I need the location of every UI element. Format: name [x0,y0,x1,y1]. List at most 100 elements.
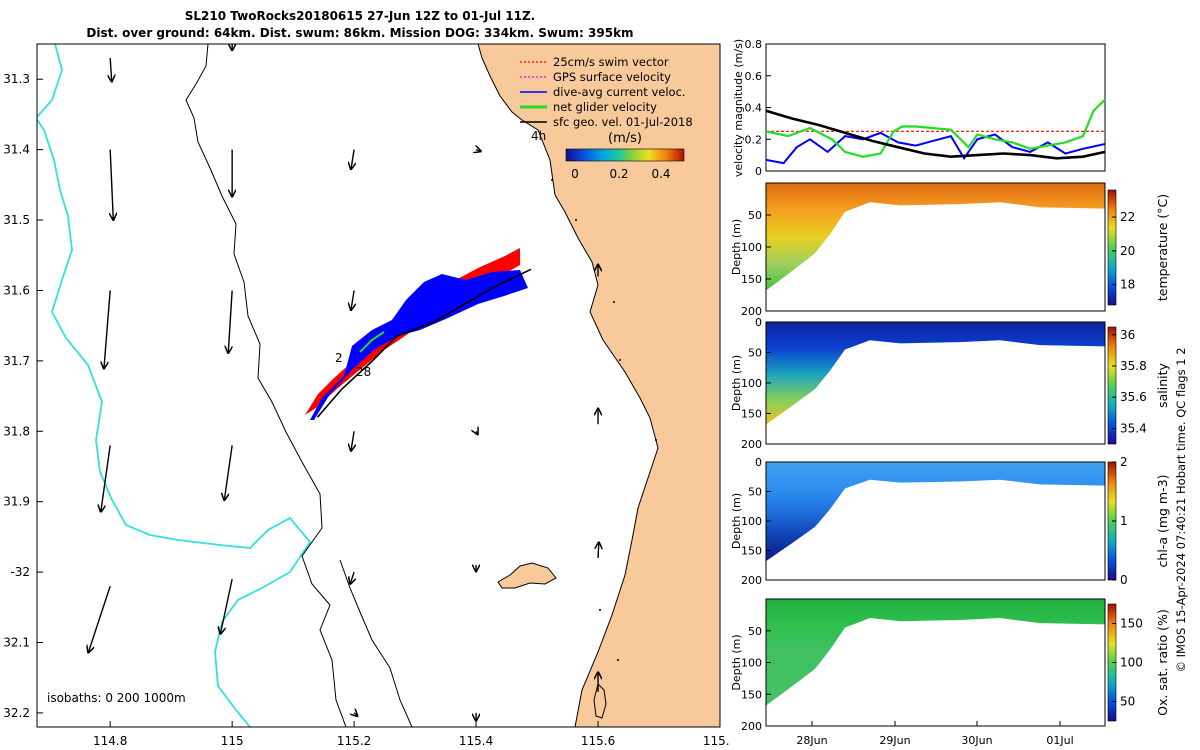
section-panel: 0 1 2 chl-a (mg m-3) 0 50 100 150 200 Depth (m) [730,455,1170,587]
section-ylabel: Depth (m) [730,219,743,275]
geo-arrow [228,290,233,352]
section-ytick-label: 50 [748,209,762,222]
annotation-2: 2 [335,351,343,365]
colorbar-tick-label: 18 [1120,278,1135,292]
section-ytick-label: 100 [741,657,762,670]
section-ytick-label: 50 [748,625,762,638]
glider-track [316,268,532,418]
section-ytick-label: 150 [741,408,762,421]
colorbar-tick-label: 35.4 [1120,421,1147,435]
coastal-rocks [551,179,657,661]
map-ytick-label: 31.4 [3,143,30,157]
velocity-ytick-label: 0.6 [745,70,763,83]
colorbar-tick-label: 22 [1120,210,1135,224]
section-xtick-label: 28Jun [796,734,827,747]
map-ytick-label: 31.8 [3,424,30,438]
section-ytick-label: 50 [748,486,762,499]
geo-arrow [351,290,354,310]
map-ytick-label: 31.7 [3,354,30,368]
section-frame [765,461,1106,581]
colorbar-tick-label: 35.6 [1120,390,1147,404]
isobaths-label: isobaths: 0 200 1000m [47,691,186,705]
velocity-ytick-label: 0 [755,165,762,178]
geo-arrow [220,578,233,634]
velocity-ytick-label: 0.2 [745,133,763,146]
map-xtick-label: 115 [221,734,244,748]
map-ytick-label: 31.5 [3,213,30,227]
isobath-0m [37,44,312,727]
colorbar-tick-label: 0 [1120,573,1128,587]
velocity-colorbar [565,148,685,162]
section-xtick-label: 29Jun [879,734,910,747]
map-chart: 114.8 115 115.2 115.4 115.6 115.8 31.3 31.4 31.5… [3,43,730,748]
section-ytick-label: 100 [741,377,762,390]
colorbar-tick-1: 0.2 [609,167,628,181]
section-ytick-label: 150 [741,688,762,701]
geo-velocity-arrows [88,44,598,721]
section-ytick-label: 50 [748,347,762,360]
legend-label-net: net glider velocity [553,100,657,114]
velocity-series-line [765,131,1106,165]
legend-label-geo: sfc geo. vel. 01-Jul-2018 [553,115,693,129]
geo-arrow [476,431,478,434]
colorbar-label: salinity [1155,362,1170,407]
section-ytick-label: 0 [755,456,762,469]
colorbar-tick-2: 0.4 [651,167,670,181]
isobath-1000m [185,44,347,727]
net-velocity [359,331,385,353]
section-ytick-label: 200 [741,438,762,451]
map-ytick-label: -32 [10,565,30,579]
velocity-panel: 0 0.2 0.4 0.6 0.8 velocity magnitude (m/s) [732,38,1106,178]
map-ytick-label: 31.6 [3,283,30,297]
geo-arrow [224,445,233,500]
section-frame [765,182,1106,312]
annotation-4h: 4h [531,129,546,143]
geo-arrow [598,542,599,559]
map-xtick-label: 115.6 [581,734,615,748]
colorbar-tick-label: 50 [1120,695,1135,709]
colorbar-label: chl-a (mg m-3) [1155,475,1170,568]
legend-label-swim: 25cm/s swim vector [553,55,669,69]
section-ytick-label: 150 [741,273,762,286]
map-legend: 25cm/s swim vector GPS surface velocity … [520,55,693,181]
section-ytick-label: 200 [741,574,762,587]
geo-arrow [88,585,111,652]
map-xtick-label: 115.2 [337,734,371,748]
section-ytick-label: 100 [741,241,762,254]
section-frame [765,321,1106,445]
section-data-fill [766,599,1105,706]
map-ytick-label: 32.1 [3,636,30,650]
geo-arrow [476,150,481,152]
section-data-fill [766,462,1105,562]
velocity-ytick-label: 0.8 [745,38,763,51]
velocity-series-line [765,98,1106,158]
colorbar-tick-label: 150 [1120,617,1143,631]
section-ytick-label: 0 [755,316,762,329]
map-ytick-label: 31.3 [3,72,30,86]
dive-avg-current [310,270,528,420]
geo-arrow [350,571,354,584]
geo-arrow [104,290,111,368]
section-xtick-label: 01Jul [1046,734,1073,747]
section-ylabel: Depth (m) [730,493,743,549]
geo-arrow [110,149,113,220]
section-colorbar [1107,461,1117,581]
section-colorbar [1107,189,1117,306]
colorbar-tick-label: 2 [1120,455,1128,469]
velocity-ylabel: velocity magnitude (m/s) [732,39,745,177]
section-colorbar [1107,603,1117,722]
colorbar-label: Ox. sat. ratio (%) [1155,609,1170,716]
map-axes: 114.8 115 115.2 115.4 115.6 115.8 31.3 31.4 31.5… [3,72,730,748]
section-ytick-label: 200 [741,305,762,318]
isobath-200m [339,559,413,727]
section-xtick-label: 30Jun [961,734,992,747]
section-frame [765,598,1106,727]
colorbar-tick-0: 0 [571,167,579,181]
geo-arrow [110,58,112,81]
plot-title-line1: SL210 TwoRocks20180615 27-Jun 12Z to 01-… [184,9,536,23]
section-panel: 18 20 22 temperature (°C) 50 100 150 200 Depth (… [730,182,1170,318]
legend-label-gps: GPS surface velocity [553,70,671,84]
colorbar-tick-label: 36 [1120,328,1135,342]
section-data-fill [766,183,1105,291]
map-frame [36,43,721,728]
